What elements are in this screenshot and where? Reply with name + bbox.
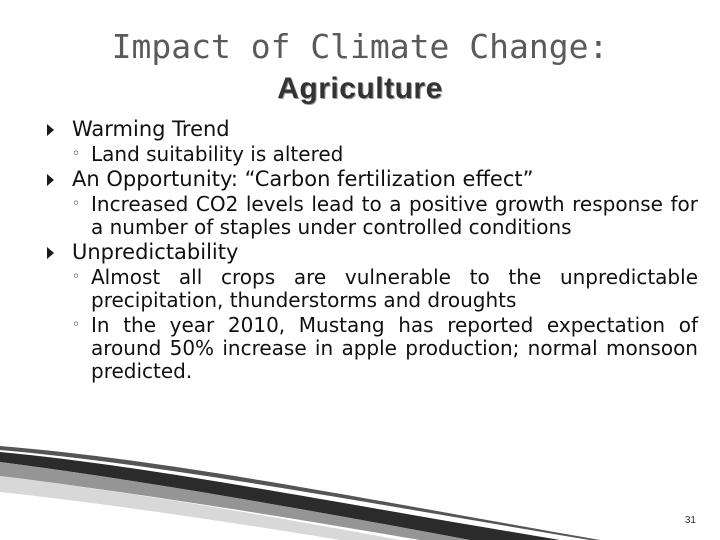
sub-bullet-ring-icon: ◦ — [72, 317, 81, 333]
bullet-text: Warming Trend — [72, 117, 230, 141]
page-number: 31 — [684, 515, 696, 526]
sub-bullet: ◦ In the year 2010, Mustang has reported… — [53, 314, 698, 383]
bullet-text: An Opportunity: “Carbon fertilization ef… — [72, 167, 534, 191]
slide-title: Impact of Climate Change: Agriculture — [0, 26, 720, 110]
sub-bullet-text: Increased CO2 levels lead to a positive … — [91, 192, 698, 239]
sub-bullet-text: Land suitability is altered — [91, 142, 344, 166]
sub-bullet-ring-icon: ◦ — [72, 196, 81, 212]
sub-bullet-text: In the year 2010, Mustang has reported e… — [91, 313, 698, 383]
sub-bullet: ◦ Increased CO2 levels lead to a positiv… — [53, 193, 698, 239]
sub-bullet-text: Almost all crops are vulnerable to the u… — [91, 265, 698, 312]
bullet-unpredictability: Unpredictability — [47, 239, 698, 266]
bullet-arrow-icon — [47, 174, 54, 186]
bullet-arrow-icon — [47, 124, 54, 136]
bullet-text: Unpredictability — [72, 240, 239, 264]
sub-bullet: ◦ Almost all crops are vulnerable to the… — [53, 266, 698, 312]
decorative-swoosh — [0, 446, 600, 540]
title-line-1: Impact of Climate Change: — [111, 27, 609, 66]
sub-bullet-ring-icon: ◦ — [72, 269, 81, 285]
sub-bullet: ◦ Land suitability is altered — [53, 143, 698, 166]
bullet-warming-trend: Warming Trend — [47, 116, 698, 143]
slide-content: Warming Trend ◦ Land suitability is alte… — [47, 116, 698, 383]
bullet-arrow-icon — [47, 247, 54, 259]
sub-bullet-ring-icon: ◦ — [72, 146, 81, 162]
title-line-2: Agriculture — [277, 72, 443, 105]
bullet-opportunity: An Opportunity: “Carbon fertilization ef… — [47, 166, 698, 193]
